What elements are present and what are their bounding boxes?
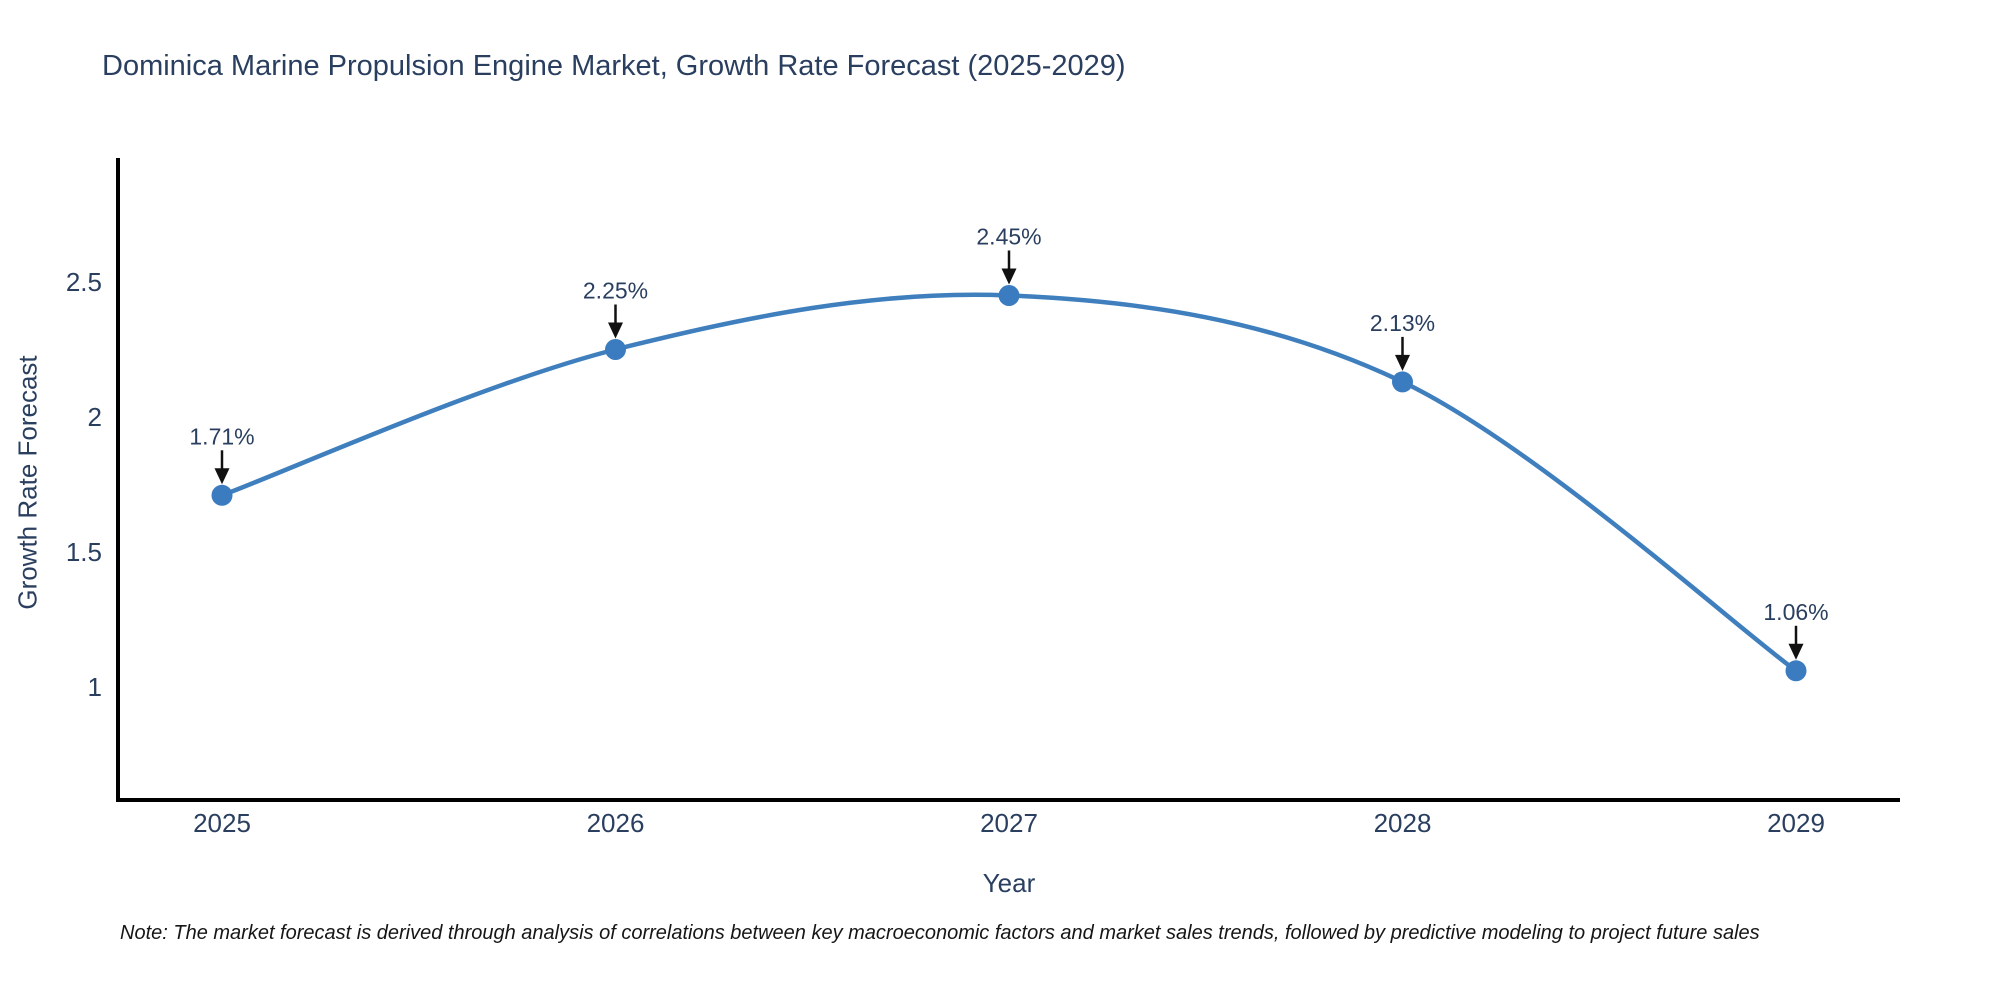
annotation-arrowhead [1001, 268, 1017, 285]
data-point-2025[interactable] [211, 484, 233, 506]
annotation-arrowhead [1395, 354, 1410, 371]
x-axis-title: Year [982, 868, 1036, 898]
data-point-2027[interactable] [998, 285, 1020, 306]
series-line [219, 292, 1799, 674]
x-tick-label: 2028 [1374, 808, 1432, 838]
x-tick-label: 2027 [980, 808, 1038, 838]
x-tick-label: 2029 [1767, 808, 1825, 838]
annotation-arrowhead [1788, 643, 1804, 660]
point-value-label: 1.06% [1763, 599, 1828, 625]
y-tick-label: 1 [88, 672, 102, 702]
x-tick-label: 2026 [587, 808, 645, 838]
data-point-2028[interactable] [1392, 371, 1413, 393]
y-tick-label: 2 [88, 402, 102, 432]
point-value-label: 1.71% [189, 423, 254, 449]
data-point-2026[interactable] [605, 339, 626, 360]
annotation-arrowhead [214, 468, 230, 485]
y-tick-label: 2.5 [66, 267, 102, 297]
point-value-label: 2.45% [976, 224, 1041, 250]
x-tick-label: 2025 [193, 808, 251, 838]
footnote: Note: The market forecast is derived thr… [120, 922, 1760, 944]
annotation-arrowhead [608, 322, 623, 339]
y-tick-label: 1.5 [66, 537, 102, 567]
chart-title: Dominica Marine Propulsion Engine Market… [102, 50, 1126, 82]
point-value-label: 2.13% [1370, 310, 1435, 336]
data-point-2029[interactable] [1785, 660, 1807, 682]
point-value-label: 2.25% [583, 278, 648, 304]
y-axis-title: Growth Rate Forecast [12, 355, 43, 610]
